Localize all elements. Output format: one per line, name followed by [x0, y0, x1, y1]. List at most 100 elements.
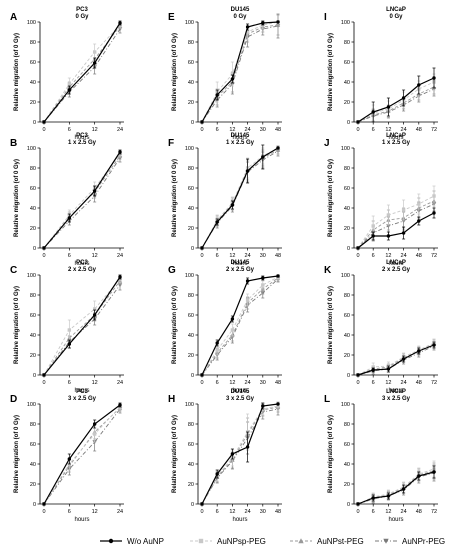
data-point: [118, 150, 122, 154]
y-axis-label: Relative migration (of 0 Gy): [172, 159, 178, 237]
y-tick-label: 40: [30, 333, 36, 339]
x-tick-label: 0: [200, 380, 203, 386]
y-axis-label: Relative migration (of 0 Gy): [14, 159, 20, 237]
x-tick-label: 48: [416, 253, 422, 259]
data-point: [417, 474, 421, 478]
x-tick-label: 24: [245, 509, 251, 515]
x-tick-label: 6: [216, 253, 219, 259]
panel-letter: C: [10, 265, 17, 276]
x-tick-label: 12: [92, 127, 98, 133]
y-tick-label: 40: [188, 206, 194, 212]
panel-letter: G: [168, 265, 176, 276]
series-aunpsp-peg: [200, 146, 280, 250]
x-tick-label: 48: [275, 380, 281, 386]
series-line: [357, 471, 435, 505]
y-tick-label: 20: [344, 482, 350, 488]
y-tick-label: 100: [27, 273, 36, 279]
y-tick-label: 100: [185, 20, 194, 26]
data-point: [230, 77, 235, 81]
y-tick-label: 80: [30, 40, 36, 46]
series-line: [201, 149, 279, 249]
x-tick-label: 72: [431, 127, 437, 133]
data-point: [230, 317, 235, 321]
data-point: [386, 494, 391, 498]
data-point: [92, 307, 97, 311]
series-line: [357, 203, 435, 249]
series-aunpr-peg: [199, 402, 281, 507]
data-point: [118, 403, 122, 407]
x-tick-label: 24: [401, 380, 407, 386]
y-axis-label: Relative migration (of 0 Gy): [328, 286, 334, 364]
x-tick-label: 0: [356, 509, 359, 515]
data-point: [42, 502, 46, 506]
x-tick-label: 12: [385, 253, 391, 259]
legend-marker: [298, 538, 304, 544]
data-point: [371, 365, 375, 369]
y-tick-label: 80: [188, 422, 194, 428]
data-point: [432, 194, 436, 198]
data-point: [230, 328, 235, 332]
chart-subtitle: 0 Gy: [389, 14, 403, 20]
series-line: [43, 151, 121, 249]
series-w-o-aunp: [200, 402, 280, 506]
chart-title: DU145: [231, 7, 250, 13]
data-point: [356, 502, 360, 506]
y-tick-label: 80: [30, 166, 36, 172]
data-point: [67, 457, 72, 461]
x-tick-label: 48: [275, 253, 281, 259]
series-line: [201, 276, 279, 376]
data-point: [67, 88, 72, 92]
chart-title: DU145: [231, 260, 250, 266]
x-tick-label: 24: [245, 253, 251, 259]
data-point: [371, 224, 375, 228]
series-line: [43, 22, 121, 123]
panel-letter: K: [324, 265, 332, 276]
chart-title: DU145: [231, 389, 250, 395]
y-tick-label: 0: [33, 120, 36, 126]
y-axis-label: Relative migration (of 0 Gy): [14, 415, 20, 493]
series-line: [43, 276, 121, 376]
y-tick-label: 0: [347, 120, 350, 126]
x-tick-label: 0: [356, 253, 359, 259]
y-tick-label: 60: [344, 313, 350, 319]
y-tick-label: 80: [188, 40, 194, 46]
y-tick-label: 60: [188, 313, 194, 319]
x-axis-label: hours: [74, 388, 89, 394]
x-tick-label: 0: [42, 127, 45, 133]
data-point: [432, 76, 436, 80]
series-aunpr-peg: [41, 404, 123, 507]
data-point: [215, 220, 219, 224]
series-line: [357, 343, 435, 376]
series-line: [201, 405, 279, 505]
series-line: [201, 150, 279, 249]
x-tick-label: 0: [42, 509, 45, 515]
series-aunpr-peg: [199, 275, 281, 378]
chart-subtitle: 1 x 2.5 Gy: [68, 140, 97, 146]
data-point: [200, 246, 204, 250]
x-tick-label: 6: [372, 127, 375, 133]
data-point: [92, 189, 97, 193]
x-tick-label: 30: [260, 253, 266, 259]
data-point: [386, 367, 391, 371]
y-tick-label: 100: [185, 402, 194, 408]
x-tick-label: 6: [68, 509, 71, 515]
series-aunpsp-peg: [356, 185, 436, 250]
legend-label: AuNPst-PEG: [317, 537, 364, 546]
y-tick-label: 100: [27, 402, 36, 408]
y-tick-label: 60: [30, 60, 36, 66]
data-point: [230, 452, 235, 456]
data-point: [417, 202, 421, 206]
y-axis-label: Relative migration (of 0 Gy): [14, 286, 20, 364]
x-tick-label: 0: [200, 127, 203, 133]
x-axis-label: hours: [388, 388, 403, 394]
y-tick-label: 40: [344, 462, 350, 468]
data-point: [118, 21, 122, 25]
chart-title: PC3: [76, 260, 88, 266]
data-point: [371, 234, 375, 238]
series-line: [201, 21, 279, 123]
y-tick-label: 100: [341, 273, 350, 279]
y-tick-label: 80: [344, 293, 350, 299]
x-tick-label: 6: [68, 380, 71, 386]
